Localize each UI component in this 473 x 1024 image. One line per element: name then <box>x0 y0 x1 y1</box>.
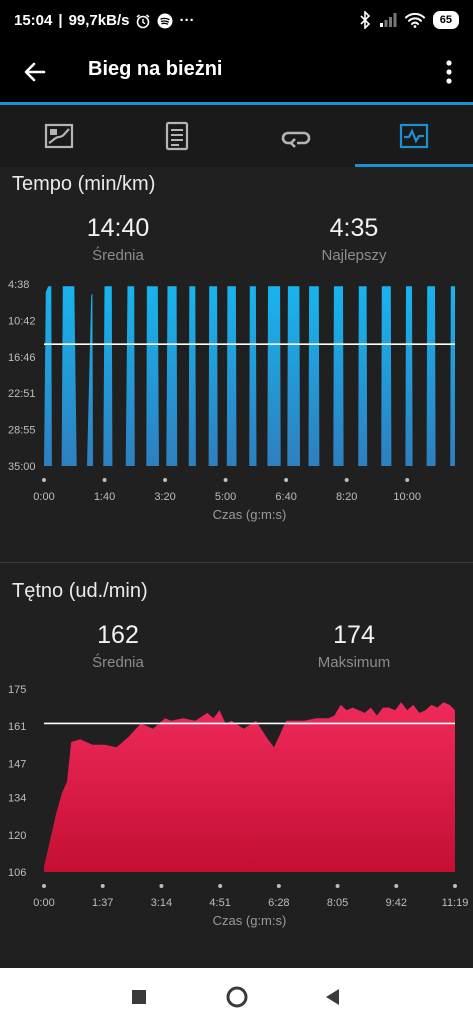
spotify-icon <box>157 13 173 28</box>
hr-max-stat: 174 Maksimum <box>274 621 434 671</box>
recents-square-icon[interactable] <box>128 986 150 1008</box>
x-tick-dot <box>453 884 457 888</box>
x-tick-label: 1:37 <box>92 897 113 909</box>
x-tick-dot <box>344 478 349 482</box>
bluetooth-icon <box>360 11 370 29</box>
hr-average-stat: 162 Średnia <box>38 621 198 671</box>
x-tick-dot <box>223 478 228 482</box>
x-tick-label: 1:40 <box>94 491 115 503</box>
details-list-icon <box>166 121 189 151</box>
x-tick-dot <box>218 884 223 888</box>
y-tick-label: 16:46 <box>8 352 36 364</box>
x-tick-dot <box>102 478 107 482</box>
tab-laps[interactable] <box>237 105 355 167</box>
x-tick-dot <box>394 884 399 888</box>
x-tick-dot <box>276 884 281 888</box>
data-area <box>44 702 455 872</box>
pace-best-value: 4:35 <box>329 214 379 242</box>
y-tick-label: 106 <box>8 867 26 879</box>
status-net-speed: 99,7kB/s <box>68 12 130 29</box>
back-arrow-icon[interactable] <box>18 55 52 89</box>
tab-details[interactable] <box>118 105 236 167</box>
y-tick-label: 161 <box>8 721 26 733</box>
y-tick-label: 175 <box>8 684 26 696</box>
status-time: 15:04 <box>14 12 53 29</box>
x-axis-title: Czas (g:m:s) <box>213 507 287 522</box>
system-nav-bar <box>0 968 473 1024</box>
more-vert-icon[interactable] <box>439 55 459 89</box>
x-axis-title: Czas (g:m:s) <box>213 913 287 928</box>
back-triangle-icon[interactable] <box>322 986 344 1008</box>
x-tick-label: 9:42 <box>386 897 407 909</box>
pace-average-label: Średnia <box>92 247 144 264</box>
tab-bar <box>0 105 473 167</box>
x-tick-label: 0:00 <box>33 897 54 909</box>
status-right: 65 <box>359 11 459 29</box>
x-tick-label: 4:51 <box>209 897 230 909</box>
x-tick-dot <box>163 478 168 482</box>
x-tick-dot <box>42 884 46 888</box>
x-tick-dot <box>42 478 46 482</box>
home-circle-icon[interactable] <box>224 984 250 1010</box>
y-tick-label: 28:55 <box>8 425 36 437</box>
y-tick-label: 4:38 <box>8 279 29 291</box>
y-tick-label: 10:42 <box>8 315 36 327</box>
page-title: Bieg na bieżni <box>88 58 223 80</box>
y-tick-label: 120 <box>8 830 26 842</box>
y-tick-label: 35:00 <box>8 461 36 473</box>
hr-section-title: Tętno (ud./min) <box>12 580 148 602</box>
alarm-icon <box>137 13 150 28</box>
x-tick-label: 6:40 <box>275 491 296 503</box>
section-divider <box>0 562 473 563</box>
x-tick-dot <box>100 884 105 888</box>
data-area <box>44 286 455 466</box>
app-bar: Bieg na bieżni <box>0 42 473 102</box>
y-tick-label: 134 <box>8 793 26 805</box>
hr-max-value: 174 <box>333 621 375 649</box>
x-tick-label: 6:28 <box>268 897 289 909</box>
y-tick-label: 147 <box>8 758 26 770</box>
accent-line <box>0 102 473 105</box>
x-tick-dot <box>335 884 340 888</box>
x-tick-label: 8:05 <box>327 897 348 909</box>
hr-average-value: 162 <box>97 621 139 649</box>
pace-section-title: Tempo (min/km) <box>12 173 156 195</box>
hr-max-label: Maksimum <box>317 654 391 671</box>
x-tick-label: 5:00 <box>215 491 236 503</box>
signal-icon <box>379 13 397 27</box>
pace-average-stat: 14:40 Średnia <box>38 214 198 264</box>
pace-chart[interactable]: 4:38 10:42 16:46 22:51 28:55 35:00 0:00 1:40 3:2… <box>0 270 473 532</box>
x-tick-dot <box>405 478 410 482</box>
x-tick-label: 8:20 <box>336 491 357 503</box>
pace-best-stat: 4:35 Najlepszy <box>274 214 434 264</box>
x-tick-dot <box>284 478 289 482</box>
tab-charts[interactable] <box>354 105 473 167</box>
x-tick-dot <box>159 884 164 888</box>
status-bar: 15:04 | 99,7kB/s ··· 65 <box>0 0 473 42</box>
tab-map[interactable] <box>0 105 118 167</box>
activity-map-icon <box>45 123 74 149</box>
hr-average-label: Średnia <box>92 654 144 671</box>
x-tick-label: 0:00 <box>33 491 54 503</box>
laps-loop-icon <box>281 131 310 148</box>
pace-average-value: 14:40 <box>86 214 150 242</box>
status-left: 15:04 | 99,7kB/s ··· <box>14 12 195 29</box>
battery-indicator: 65 <box>432 11 459 29</box>
status-more: ··· <box>179 12 195 29</box>
pace-best-label: Najlepszy <box>321 247 387 264</box>
x-tick-label: 3:14 <box>151 897 172 909</box>
wifi-icon <box>404 12 425 28</box>
hr-chart[interactable]: 175 161 147 134 120 106 0:00 1:37 3:14 4:51 6:28 8:… <box>0 676 473 940</box>
x-tick-label: 10:00 <box>393 491 421 503</box>
x-tick-label: 11:19 <box>442 897 469 909</box>
x-tick-label: 3:20 <box>154 491 175 503</box>
charts-icon <box>399 123 428 149</box>
y-tick-label: 22:51 <box>8 388 36 400</box>
